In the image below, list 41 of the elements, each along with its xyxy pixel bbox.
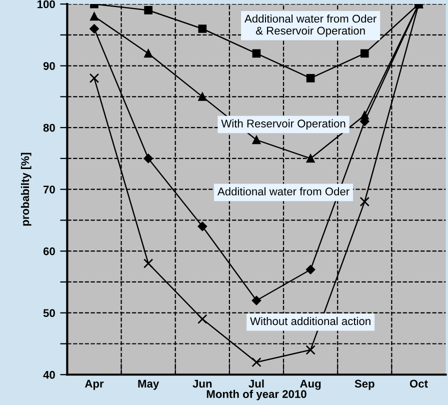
point — [252, 296, 262, 306]
x-tick-label: Jun — [192, 380, 212, 388]
point — [90, 24, 99, 34]
point — [144, 49, 152, 58]
point — [89, 73, 100, 84]
point — [252, 136, 261, 144]
x-tick-label: Sep — [354, 380, 374, 390]
point — [306, 265, 316, 274]
y-tick-label: 80 — [43, 124, 55, 132]
x-tick-label: May — [138, 380, 160, 390]
point — [198, 222, 208, 232]
point — [143, 258, 154, 268]
y-tick-label: 100 — [38, 0, 55, 8]
point — [198, 24, 207, 33]
y-tick-label: 50 — [43, 309, 55, 317]
point — [198, 314, 208, 324]
series-label: With Reservoir Operation — [221, 119, 346, 130]
y-tick-label: 70 — [44, 186, 55, 194]
point — [252, 357, 262, 368]
y-tick-label: 40 — [43, 370, 55, 379]
point — [306, 74, 315, 82]
point — [198, 92, 207, 101]
point — [360, 196, 370, 207]
x-tick-label: Oct — [410, 380, 428, 388]
point — [144, 154, 153, 164]
point — [306, 154, 315, 163]
point — [144, 6, 152, 14]
x-tick-label: Apr — [84, 380, 104, 390]
y-axis-title: probabilty [%] — [20, 152, 32, 226]
y-tick-label: 60 — [43, 247, 55, 256]
x-tick-label: Aug — [300, 380, 321, 390]
x-axis-title: Month of year 2010 — [206, 390, 306, 400]
point — [90, 12, 98, 21]
y-tick-label: 90 — [43, 62, 55, 70]
point — [360, 49, 369, 58]
point — [252, 49, 261, 58]
series-label: Additional water from Oder & Reservoir Operation — [244, 14, 376, 37]
series-label: Additional water from Oder — [217, 187, 350, 196]
point — [306, 345, 316, 355]
series-label: Without additional action — [250, 316, 370, 326]
x-tick-label: Jul — [248, 379, 264, 388]
